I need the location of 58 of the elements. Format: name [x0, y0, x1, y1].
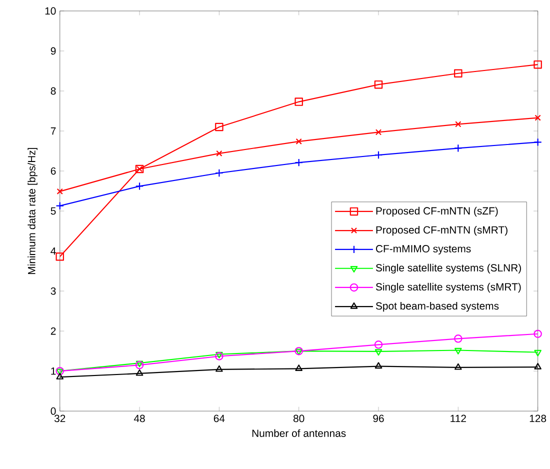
point	[215, 168, 224, 178]
legend-label: Spot beam-based systems	[376, 302, 499, 312]
point	[375, 129, 382, 136]
x-tick-label: 96	[373, 414, 384, 422]
x-tick-label: 128	[530, 414, 546, 422]
point	[455, 121, 462, 128]
y-tick-label: 0	[50, 407, 56, 415]
point	[374, 362, 382, 369]
y-tick-label: 8	[50, 87, 56, 95]
point	[454, 363, 462, 370]
point	[454, 334, 462, 343]
x-axis-title: Number of antennas	[252, 429, 346, 437]
point	[534, 330, 542, 338]
y-tick-label: 9	[50, 47, 56, 55]
point	[534, 60, 542, 69]
y-tick-label: 5	[50, 207, 56, 215]
point	[296, 138, 302, 144]
point	[56, 252, 64, 261]
point	[374, 80, 383, 89]
point	[216, 150, 222, 156]
x-tick-label: 64	[214, 414, 225, 422]
point	[295, 364, 302, 372]
point	[534, 362, 542, 370]
x-tick-label: 32	[54, 414, 66, 422]
point	[454, 69, 462, 78]
point	[56, 202, 64, 210]
legend-label: Proposed CF-mNTN (sZF)	[376, 206, 498, 217]
x-tick-label: 80	[293, 414, 304, 422]
point	[56, 372, 64, 380]
legend-label: CF-mMIMO systems	[376, 245, 471, 254]
y-tick-label: 2	[50, 327, 56, 335]
y-tick-label: 6	[50, 167, 56, 175]
point	[454, 348, 462, 354]
x-tick-label: 48	[134, 414, 145, 422]
point	[135, 182, 144, 190]
legend-label: Proposed CF-mNTN (sMRT)	[376, 226, 508, 236]
point	[56, 188, 63, 195]
y-tick-label: 3	[50, 287, 56, 295]
x-tick-label: 112	[450, 414, 466, 422]
y-tick-label: 4	[50, 247, 56, 255]
legend-label: Single satellite systems (SLNR)	[376, 264, 521, 274]
y-tick-label: 7	[50, 127, 56, 135]
point	[136, 369, 144, 376]
point	[374, 150, 383, 160]
point	[534, 138, 542, 146]
legend-label: Single satellite systems (sMRT)	[376, 282, 521, 293]
y-tick-label: 1	[51, 368, 56, 375]
point	[534, 114, 541, 121]
point	[216, 365, 223, 372]
y-axis-title: Minimum data rate [bps/Hz]	[28, 148, 38, 274]
point	[374, 340, 383, 349]
point	[534, 350, 542, 356]
point	[294, 158, 303, 167]
point	[294, 98, 303, 106]
point	[374, 349, 382, 356]
point	[215, 122, 224, 132]
point	[454, 144, 462, 152]
y-tick-label: 10	[45, 7, 56, 15]
